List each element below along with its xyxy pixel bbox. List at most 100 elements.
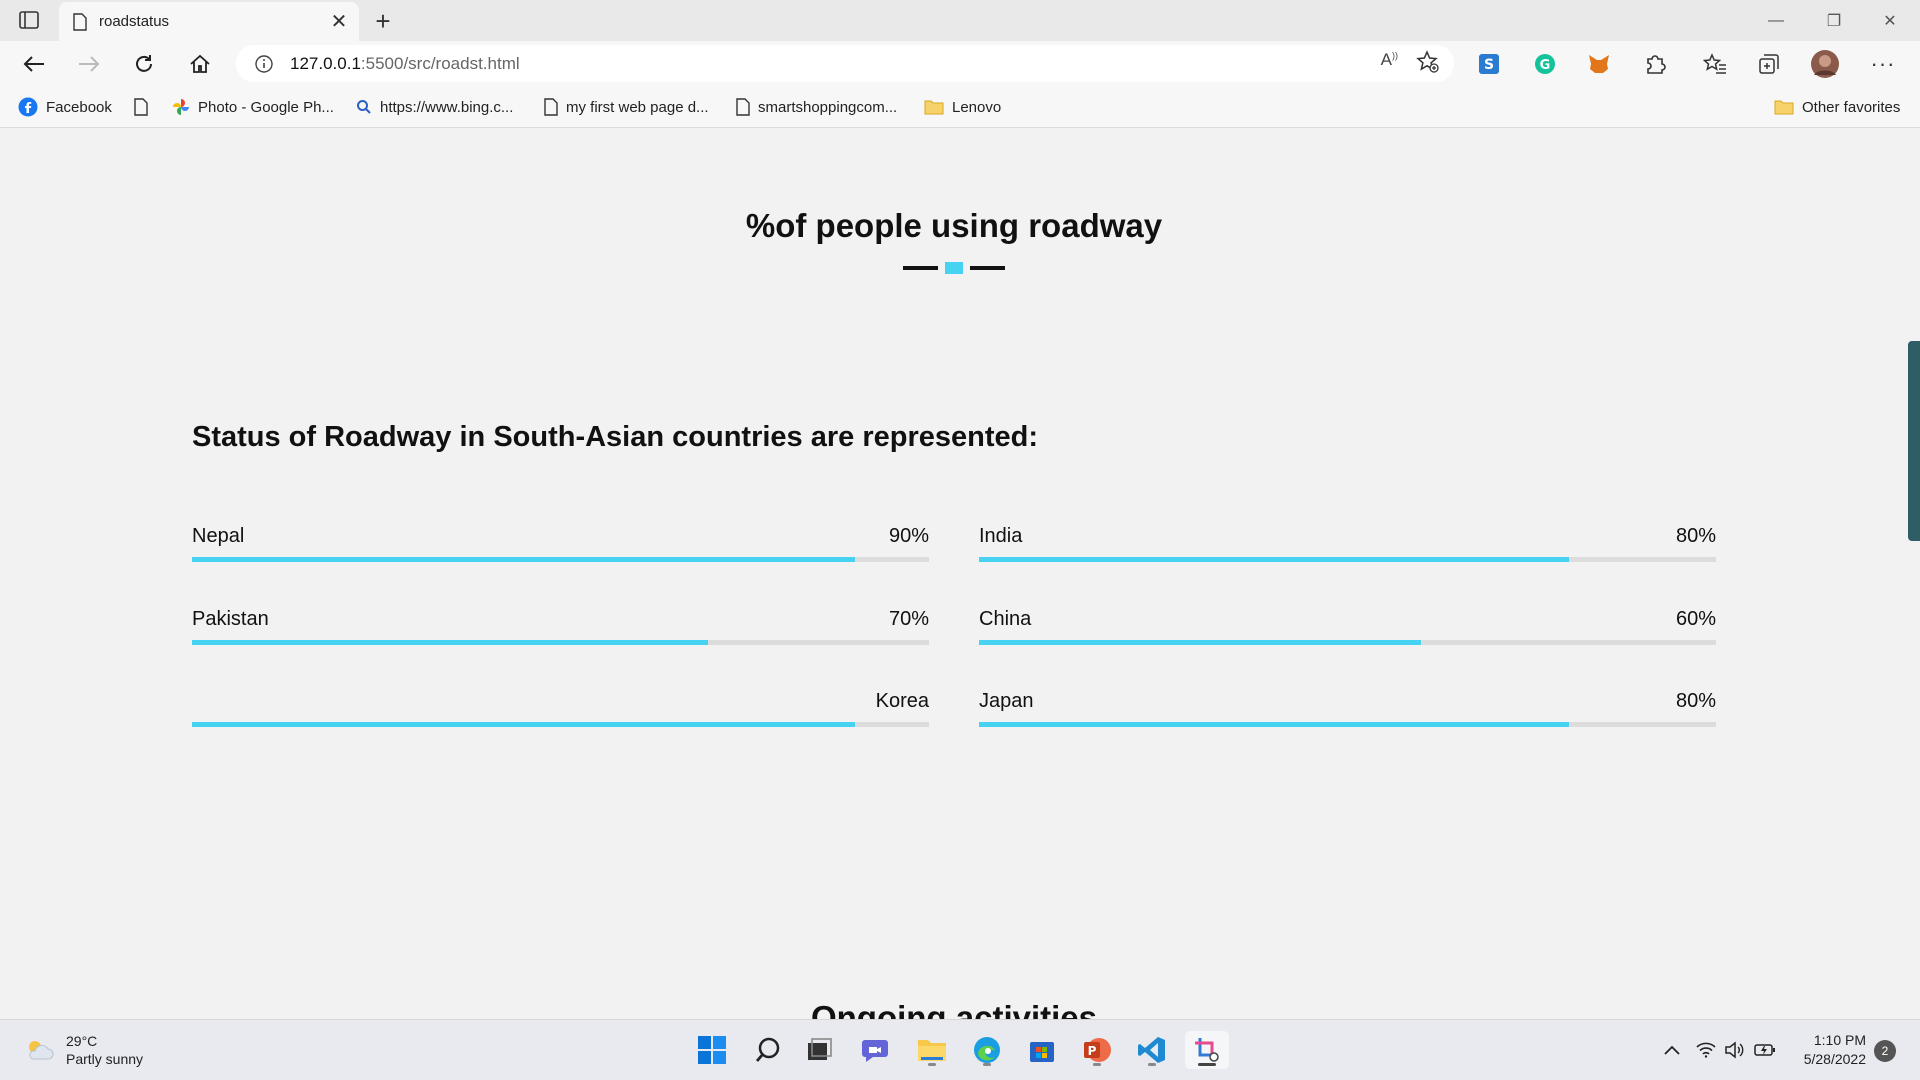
partly-sunny-icon: [29, 1041, 54, 1060]
favorite-label: Photo - Google Ph...: [198, 98, 334, 116]
puzzle-icon: [1647, 55, 1666, 74]
progress-track: [979, 640, 1716, 645]
search-button[interactable]: [749, 1031, 787, 1069]
weather-widget[interactable]: 29°C Partly sunny: [24, 1032, 143, 1068]
restore-button[interactable]: ❐: [1826, 12, 1842, 30]
favorite-label: my first web page d...: [566, 98, 709, 116]
teams-chat-button[interactable]: [857, 1031, 895, 1069]
favorite-first-web-page[interactable]: my first web page d...: [544, 96, 709, 118]
close-window-button[interactable]: ✕: [1883, 12, 1897, 30]
progress-value: 70%: [888, 608, 929, 630]
svg-text:P: P: [1088, 1044, 1097, 1058]
profile-button[interactable]: [1810, 49, 1840, 79]
favorites-button[interactable]: [1700, 49, 1730, 79]
file-explorer-button[interactable]: [913, 1031, 951, 1069]
tab-title: roadstatus: [99, 13, 170, 30]
store-button[interactable]: [1023, 1031, 1061, 1069]
powerpoint-button[interactable]: P: [1078, 1031, 1116, 1069]
clock-date: 5/28/2022: [1803, 1051, 1866, 1067]
chevron-up-icon: [1664, 1045, 1680, 1055]
favorite-label: https://www.bing.c...: [380, 98, 514, 116]
progress-label: Japan: [979, 690, 1034, 712]
page-icon: [736, 98, 750, 116]
running-indicator: [983, 1063, 991, 1066]
task-view-button[interactable]: [800, 1031, 838, 1069]
favorite-smartshopping[interactable]: smartshoppingcom...: [736, 96, 897, 118]
more-icon: ···: [1870, 51, 1896, 76]
clock[interactable]: 1:10 PM 5/28/2022: [1790, 1031, 1866, 1069]
battery-charging-icon: [1754, 1044, 1775, 1056]
home-button[interactable]: [182, 47, 218, 81]
address-bar[interactable]: 127.0.0.1:5500/src/roadst.html A)): [236, 45, 1454, 82]
search-icon: [357, 100, 371, 114]
collections-icon: [1759, 54, 1779, 74]
minimize-button[interactable]: —: [1768, 11, 1784, 29]
show-hidden-icons-button[interactable]: [1660, 1038, 1684, 1062]
progress-item-nepal: Nepal 90%: [192, 525, 929, 585]
url-path: :5500/src/roadst.html: [360, 53, 520, 73]
new-tab-button[interactable]: +: [375, 5, 391, 36]
title-divider: [903, 262, 1005, 274]
battery-button[interactable]: [1753, 1038, 1777, 1062]
progress-value: Korea: [875, 690, 929, 712]
tab-actions-icon: [19, 11, 39, 29]
page-content: %of people using roadway Status of Roadw…: [0, 129, 1920, 1019]
progress-fill: [979, 557, 1569, 562]
progress-value: 80%: [1675, 525, 1716, 547]
read-aloud-icon[interactable]: A)): [1380, 50, 1398, 69]
url-text[interactable]: 127.0.0.1:5500/src/roadst.html: [290, 54, 520, 74]
google-photos-icon: [173, 99, 189, 115]
start-button[interactable]: [693, 1031, 731, 1069]
favorite-page[interactable]: [134, 96, 148, 118]
favorite-bing[interactable]: https://www.bing.c...: [356, 96, 513, 118]
extension-s-button[interactable]: S: [1474, 49, 1504, 79]
arrow-right-icon: [79, 56, 100, 72]
wifi-button[interactable]: [1694, 1038, 1718, 1062]
browser-tab[interactable]: roadstatus ✕: [59, 2, 359, 41]
extensions-button[interactable]: [1640, 49, 1670, 79]
close-tab-button[interactable]: ✕: [330, 11, 348, 33]
favorite-google-photos[interactable]: Photo - Google Ph...: [172, 96, 334, 118]
volume-button[interactable]: [1722, 1038, 1746, 1062]
grammarly-icon: G: [1535, 54, 1555, 74]
progress-label: Nepal: [192, 525, 245, 547]
add-favorite-icon[interactable]: [1416, 50, 1440, 74]
grammarly-button[interactable]: G: [1530, 49, 1560, 79]
progress-track: [192, 722, 929, 727]
progress-fill: [979, 640, 1422, 645]
back-button[interactable]: [16, 47, 52, 81]
fox-icon: [1589, 55, 1609, 73]
vscode-button[interactable]: [1133, 1031, 1171, 1069]
tab-actions-button[interactable]: [14, 8, 44, 32]
edge-button[interactable]: [968, 1031, 1006, 1069]
weather-condition: Partly sunny: [66, 1051, 144, 1067]
vscode-icon: [1138, 1037, 1165, 1063]
progress-fill: [192, 722, 856, 727]
favorite-lenovo-folder[interactable]: Lenovo: [924, 96, 1001, 118]
progress-item-india: India 80%: [979, 525, 1716, 585]
progress-value: 80%: [1675, 690, 1716, 712]
home-icon: [190, 54, 210, 73]
scrollbar-thumb[interactable]: [1908, 341, 1920, 541]
snipping-tool-button[interactable]: [1185, 1031, 1229, 1069]
section-title-ongoing: Ongoing activities: [810, 999, 1098, 1019]
collections-button[interactable]: [1754, 49, 1784, 79]
windows-icon: [698, 1036, 726, 1064]
info-icon[interactable]: [254, 54, 274, 74]
volume-icon: [1725, 1041, 1744, 1059]
page-icon: [134, 98, 148, 116]
search-icon: [755, 1037, 780, 1062]
more-options-button[interactable]: ···: [1868, 49, 1898, 79]
powerpoint-icon: P: [1084, 1038, 1111, 1062]
progress-fill: [192, 640, 708, 645]
forward-button[interactable]: [71, 47, 107, 81]
notification-badge[interactable]: 2: [1874, 1040, 1896, 1062]
taskbar: 29°C Partly sunny P: [0, 1019, 1920, 1080]
favorite-facebook[interactable]: Facebook: [18, 96, 112, 118]
other-favorites[interactable]: Other favorites: [1774, 96, 1900, 118]
refresh-button[interactable]: [126, 47, 162, 81]
page-icon: [73, 12, 87, 31]
extension-s-icon: S: [1479, 54, 1499, 74]
metamask-button[interactable]: [1584, 49, 1614, 79]
folder-icon: [1774, 100, 1794, 115]
